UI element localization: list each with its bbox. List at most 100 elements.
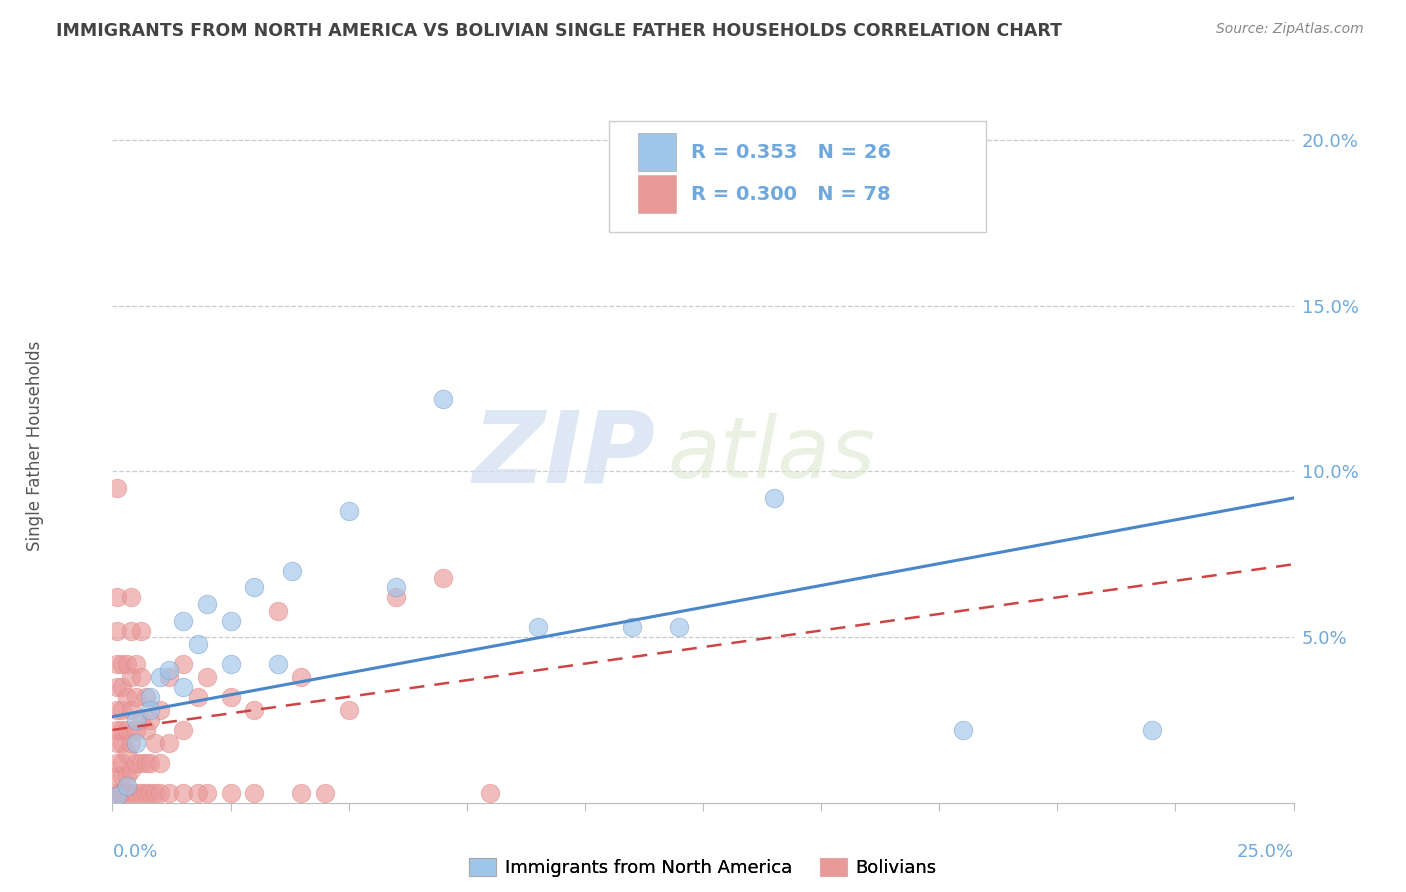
Point — [111, 703, 134, 717]
Point — [135, 786, 157, 800]
Point — [105, 736, 128, 750]
Point — [195, 786, 218, 800]
Point — [195, 597, 218, 611]
Point — [432, 392, 454, 406]
Point — [120, 763, 142, 777]
Point — [281, 564, 304, 578]
Point — [120, 703, 142, 717]
Point — [337, 703, 360, 717]
Point — [186, 637, 208, 651]
Point — [139, 703, 162, 717]
Text: IMMIGRANTS FROM NORTH AMERICA VS BOLIVIAN SINGLE FATHER HOUSEHOLDS CORRELATION C: IMMIGRANTS FROM NORTH AMERICA VS BOLIVIA… — [56, 22, 1063, 40]
Point — [120, 670, 142, 684]
Point — [111, 723, 134, 737]
Point — [111, 736, 134, 750]
Point — [105, 591, 128, 605]
Point — [139, 713, 162, 727]
Point — [314, 786, 336, 800]
Point — [111, 756, 134, 770]
Point — [139, 786, 162, 800]
Point — [115, 769, 138, 783]
Text: Single Father Households: Single Father Households — [27, 341, 44, 551]
Point — [668, 620, 690, 634]
Point — [149, 670, 172, 684]
Point — [243, 786, 266, 800]
Point — [219, 786, 242, 800]
Point — [149, 786, 172, 800]
Point — [120, 786, 142, 800]
Point — [115, 723, 138, 737]
Point — [115, 779, 138, 793]
Text: 25.0%: 25.0% — [1236, 843, 1294, 861]
Point — [219, 614, 242, 628]
Point — [129, 713, 152, 727]
Point — [172, 680, 194, 694]
Point — [157, 670, 180, 684]
Point — [125, 723, 148, 737]
Point — [143, 786, 166, 800]
Point — [186, 786, 208, 800]
Point — [621, 620, 644, 634]
Text: ZIP: ZIP — [472, 407, 655, 503]
Point — [129, 756, 152, 770]
Point — [105, 624, 128, 638]
Point — [149, 756, 172, 770]
Point — [135, 756, 157, 770]
Point — [115, 690, 138, 704]
Legend: Immigrants from North America, Bolivians: Immigrants from North America, Bolivians — [463, 851, 943, 884]
Point — [143, 736, 166, 750]
Point — [105, 703, 128, 717]
Point — [105, 723, 128, 737]
Point — [337, 504, 360, 518]
Point — [129, 624, 152, 638]
Point — [111, 657, 134, 671]
Point — [120, 736, 142, 750]
Point — [135, 690, 157, 704]
Point — [385, 581, 408, 595]
Point — [105, 481, 128, 495]
Point — [172, 723, 194, 737]
Point — [267, 604, 290, 618]
Text: Source: ZipAtlas.com: Source: ZipAtlas.com — [1216, 22, 1364, 37]
Point — [125, 786, 148, 800]
FancyBboxPatch shape — [638, 175, 676, 213]
Point — [952, 723, 974, 737]
Point — [172, 657, 194, 671]
Point — [120, 624, 142, 638]
Text: R = 0.300   N = 78: R = 0.300 N = 78 — [692, 185, 891, 203]
Point — [243, 581, 266, 595]
Point — [172, 786, 194, 800]
Point — [385, 591, 408, 605]
Point — [125, 756, 148, 770]
Point — [105, 657, 128, 671]
Point — [1140, 723, 1163, 737]
Point — [125, 690, 148, 704]
Point — [129, 786, 152, 800]
Point — [125, 657, 148, 671]
Point — [526, 620, 548, 634]
Text: R = 0.353   N = 26: R = 0.353 N = 26 — [692, 143, 891, 161]
FancyBboxPatch shape — [609, 121, 987, 232]
Point — [219, 657, 242, 671]
Point — [108, 786, 131, 800]
Point — [115, 746, 138, 760]
Point — [172, 614, 194, 628]
Point — [290, 786, 312, 800]
Point — [762, 491, 785, 505]
Point — [219, 690, 242, 704]
Point — [105, 769, 128, 783]
Point — [120, 591, 142, 605]
Point — [129, 670, 152, 684]
FancyBboxPatch shape — [638, 133, 676, 171]
Point — [105, 680, 128, 694]
Point — [195, 670, 218, 684]
Text: atlas: atlas — [668, 413, 876, 497]
Point — [111, 786, 134, 800]
Point — [290, 670, 312, 684]
Point — [432, 570, 454, 584]
Point — [157, 736, 180, 750]
Point — [479, 786, 502, 800]
Point — [139, 756, 162, 770]
Point — [267, 657, 290, 671]
Point — [135, 723, 157, 737]
